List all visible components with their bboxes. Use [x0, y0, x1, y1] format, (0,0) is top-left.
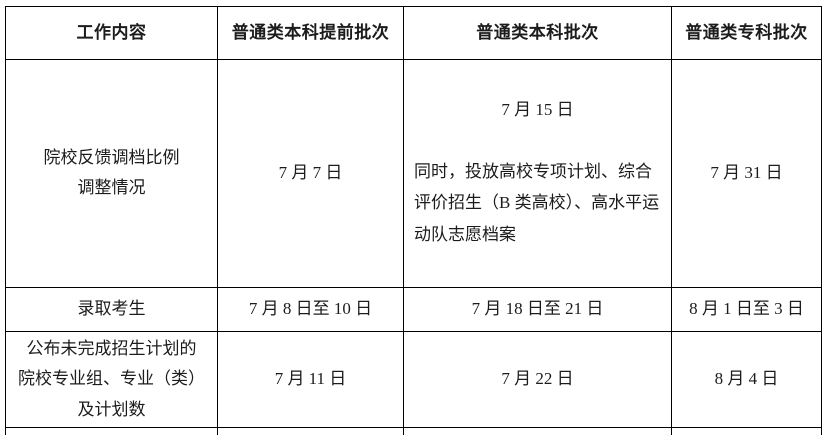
task-cell: 填报征求志愿	[5, 427, 218, 435]
vocational-batch-cell: 8 月 5 日 （9:00 至 15:00）	[671, 427, 822, 435]
regular-batch-note: 同时，投放高校专项计划、综合评价招生（B 类高校）、高水平运动队志愿档案	[414, 161, 660, 244]
regular-batch-cell: 7 月 18 日至 21 日	[403, 286, 672, 332]
task-cell: 院校反馈调档比例 调整情况	[5, 59, 218, 288]
column-header-task: 工作内容	[5, 6, 218, 60]
column-header-vocational-batch: 普通类专科批次	[671, 6, 822, 60]
column-header-regular-batch: 普通类本科批次	[403, 6, 672, 60]
regular-batch-cell: 7 月 15 日 同时，投放高校专项计划、综合评价招生（B 类高校）、高水平运动…	[403, 59, 672, 288]
column-header-early-batch: 普通类本科提前批次	[217, 6, 404, 60]
regular-batch-cell: 7 月 23 日 （9:00 至 15:00）	[403, 427, 672, 435]
table-row: 院校反馈调档比例 调整情况 7 月 7 日 7 月 15 日 同时，投放高校专项…	[5, 59, 822, 288]
regular-batch-date: 7 月 15 日	[501, 99, 574, 119]
task-cell: 公布未完成招生计划的 院校专业组、专业（类） 及计划数	[5, 330, 218, 429]
header-row: 工作内容 普通类本科提前批次 普通类本科批次 普通类专科批次	[5, 6, 822, 60]
task-cell: 录取考生	[5, 286, 218, 332]
early-batch-cell: 7 月 11 日	[217, 330, 404, 429]
regular-batch-cell: 7 月 22 日	[403, 330, 672, 429]
vocational-batch-cell: 8 月 4 日	[671, 330, 822, 429]
early-batch-cell: 7 月 8 日至 10 日	[217, 286, 404, 332]
table-row: 公布未完成招生计划的 院校专业组、专业（类） 及计划数 7 月 11 日 7 月…	[5, 330, 822, 429]
table-row: 录取考生 7 月 8 日至 10 日 7 月 18 日至 21 日 8 月 1 …	[5, 286, 822, 332]
table-row: 填报征求志愿 7 月 12 日 （9:00 至 15:00） 7 月 23 日 …	[5, 427, 822, 435]
vocational-batch-cell: 8 月 1 日至 3 日	[671, 286, 822, 332]
early-batch-cell: 7 月 7 日	[217, 59, 404, 288]
admission-schedule-table: 工作内容 普通类本科提前批次 普通类本科批次 普通类专科批次 院校反馈调档比例 …	[5, 6, 822, 435]
early-batch-cell: 7 月 12 日 （9:00 至 15:00）	[217, 427, 404, 435]
vocational-batch-cell: 7 月 31 日	[671, 59, 822, 288]
